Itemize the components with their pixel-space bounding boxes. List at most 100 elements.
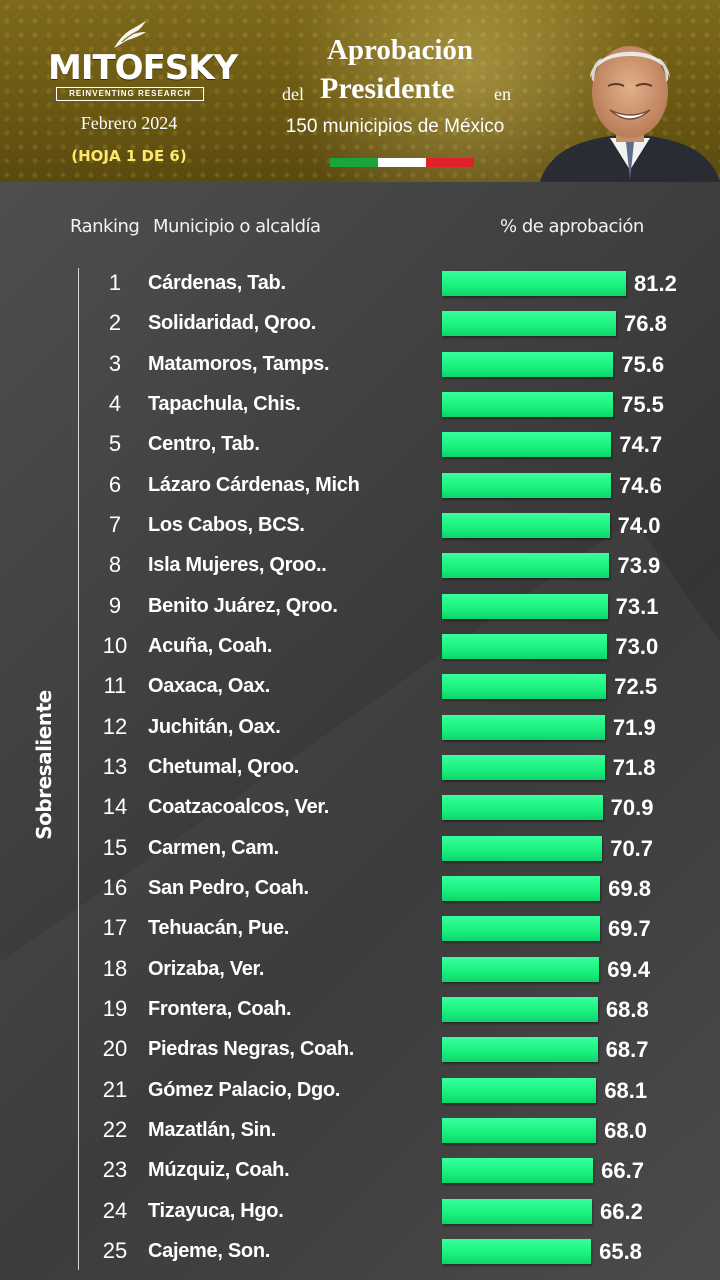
- approval-bar: [442, 835, 603, 861]
- column-header-ranking: Ranking: [70, 216, 140, 237]
- table-row: 24 Tizayuca, Hgo. 66.2: [0, 1195, 720, 1231]
- approval-bar: [442, 1198, 592, 1224]
- municipio-name: Tehuacán, Pue.: [148, 917, 290, 940]
- municipio-name: Matamoros, Tamps.: [148, 352, 330, 375]
- approval-value: 69.7: [607, 916, 651, 942]
- survey-date: Febrero 2024: [80, 113, 178, 133]
- municipio-name: Gómez Palacio, Dgo.: [148, 1078, 341, 1101]
- column-header-municipio: Municipio o alcaldía: [153, 216, 321, 237]
- rank-number: 4: [108, 390, 122, 416]
- approval-bar: [442, 754, 605, 780]
- approval-bar: [442, 996, 598, 1022]
- municipio-name: Benito Juárez, Qroo.: [148, 594, 338, 617]
- approval-bar: [442, 553, 610, 579]
- approval-bar: [442, 593, 608, 619]
- approval-bar: [442, 1117, 597, 1143]
- approval-value: 68.8: [605, 996, 649, 1022]
- approval-value: 81.2: [634, 271, 677, 296]
- president-portrait: [540, 46, 720, 182]
- title-aprobacion: Aprobación: [326, 34, 474, 66]
- header: MITOFSKY REINVENTING RESEARCH Febrero 20…: [0, 0, 720, 182]
- table-row: 4 Tapachula, Chis. 75.5: [0, 388, 720, 424]
- rank-number: 1: [108, 270, 122, 295]
- table-row: 25 Cajeme, Son. 65.8: [0, 1235, 720, 1271]
- table-row: 19 Frontera, Coah. 68.8: [0, 993, 720, 1029]
- bird-logo-icon: [114, 21, 146, 48]
- municipio-name: Mazatlán, Sin.: [148, 1118, 277, 1141]
- rank-number: 5: [108, 431, 122, 457]
- flag-red: [426, 158, 474, 167]
- column-header-aprobacion: % de aprobación: [500, 216, 644, 237]
- table-row: 3 Matamoros, Tamps. 75.6: [0, 348, 720, 384]
- approval-value: 74.7: [619, 432, 663, 458]
- approval-value: 72.5: [614, 674, 658, 700]
- table-row: 5 Centro, Tab. 74.7: [0, 428, 720, 464]
- rank-number: 10: [102, 632, 128, 658]
- table-row: 15 Carmen, Cam. 70.7: [0, 832, 720, 868]
- municipio-name: Piedras Negras, Coah.: [148, 1038, 355, 1061]
- approval-value: 66.7: [601, 1158, 644, 1184]
- flag-white: [378, 158, 426, 167]
- approval-value: 73.0: [615, 633, 659, 659]
- municipio-name: Múzquiz, Coah.: [148, 1159, 290, 1182]
- logo-text: MITOFSKY: [48, 48, 238, 88]
- municipio-name: Lázaro Cárdenas, Mich: [148, 473, 360, 496]
- flag-green: [330, 158, 378, 167]
- category-divider-line: [78, 268, 79, 1270]
- rank-number: 15: [102, 834, 128, 860]
- approval-value: 68.7: [605, 1037, 649, 1063]
- table-row: 23 Múzquiz, Coah. 66.7: [0, 1154, 720, 1190]
- mitofsky-logo: MITOFSKY REINVENTING RESEARCH: [48, 20, 238, 102]
- rank-number: 9: [108, 592, 122, 618]
- approval-bar: [442, 351, 614, 377]
- approval-bar: [442, 271, 626, 296]
- table-row: 21 Gómez Palacio, Dgo. 68.1: [0, 1074, 720, 1110]
- rank-number: 17: [102, 915, 128, 941]
- rank-number: 23: [102, 1157, 128, 1183]
- approval-bar: [442, 472, 612, 498]
- rank-number: 13: [102, 753, 128, 779]
- approval-bar: [442, 633, 608, 659]
- municipio-name: Frontera, Coah.: [148, 997, 292, 1020]
- approval-bar: [442, 512, 610, 538]
- approval-bar: [442, 956, 600, 982]
- approval-bar: [442, 1238, 592, 1264]
- rank-number: 2: [108, 310, 122, 336]
- approval-bar: [442, 1037, 598, 1063]
- approval-value: 69.4: [607, 956, 651, 982]
- table-row: 18 Orizaba, Ver. 69.4: [0, 953, 720, 989]
- approval-value: 71.8: [612, 754, 656, 780]
- table-row: 20 Piedras Negras, Coah. 68.7: [0, 1033, 720, 1069]
- rank-number: 18: [102, 955, 128, 981]
- rank-number: 6: [108, 471, 122, 497]
- title-presidente: Presidente: [320, 72, 455, 105]
- logo-subtitle: REINVENTING RESEARCH: [56, 87, 204, 101]
- municipio-name: Acuña, Coah.: [148, 634, 273, 657]
- table-row: 11 Oaxaca, Oax. 72.5: [0, 670, 720, 706]
- rank-number: 22: [102, 1116, 128, 1142]
- approval-value: 74.6: [619, 472, 662, 498]
- rank-number: 21: [102, 1076, 128, 1102]
- title-en: en: [494, 84, 511, 104]
- municipio-name: Chetumal, Qroo.: [148, 755, 300, 778]
- title-municipios: 150 municipios de México: [285, 116, 505, 137]
- table-row: 1 Cárdenas, Tab. 81.2: [0, 267, 720, 303]
- rank-number: 24: [102, 1197, 128, 1223]
- table-row: 17 Tehuacán, Pue. 69.7: [0, 912, 720, 948]
- rank-number: 14: [102, 794, 128, 820]
- rank-number: 19: [102, 995, 128, 1021]
- municipio-name: Tizayuca, Hgo.: [148, 1199, 284, 1222]
- municipio-name: Oaxaca, Oax.: [148, 675, 271, 698]
- rank-number: 16: [102, 874, 128, 900]
- approval-bar: [442, 674, 607, 700]
- table-row: 12 Juchitán, Oax. 71.9: [0, 711, 720, 747]
- approval-value: 68.1: [604, 1077, 648, 1103]
- table-row: 22 Mazatlán, Sin. 68.0: [0, 1114, 720, 1150]
- approval-bar: [442, 432, 612, 458]
- table-row: 10 Acuña, Coah. 73.0: [0, 630, 720, 666]
- approval-bar: [442, 795, 603, 821]
- municipio-name: Orizaba, Ver.: [148, 957, 265, 980]
- municipio-name: Centro, Tab.: [148, 433, 260, 456]
- rank-number: 7: [108, 511, 122, 537]
- rank-number: 20: [102, 1036, 128, 1062]
